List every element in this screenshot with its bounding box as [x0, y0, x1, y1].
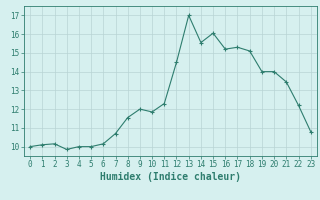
X-axis label: Humidex (Indice chaleur): Humidex (Indice chaleur)	[100, 172, 241, 182]
